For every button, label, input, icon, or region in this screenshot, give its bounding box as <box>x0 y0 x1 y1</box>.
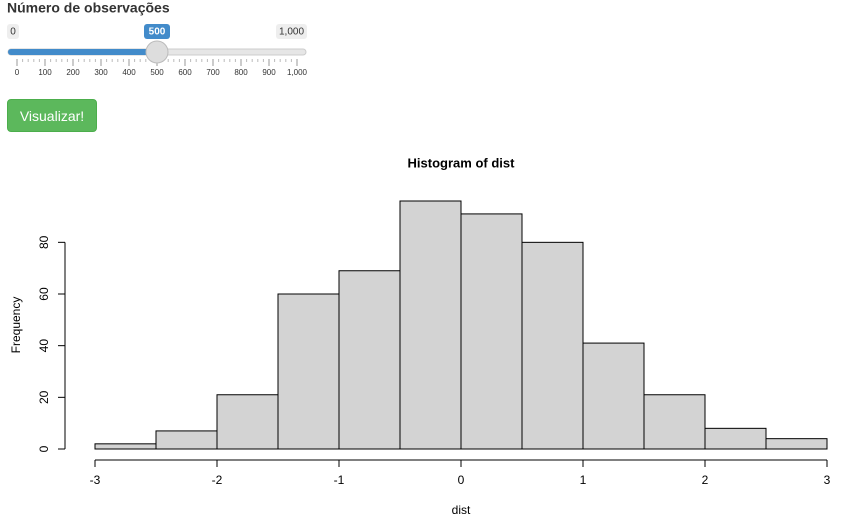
bar <box>704 427 767 450</box>
slider-tick-label: 400 <box>122 68 136 77</box>
x-tick-label: -2 <box>212 473 223 487</box>
slider-max-label: 1,000 <box>279 27 304 38</box>
slider-tick-label: 0 <box>15 68 20 77</box>
slider-fill <box>8 49 157 55</box>
slider-tick-label: 500 <box>150 68 164 77</box>
slider-tick-label: 800 <box>234 68 248 77</box>
slider-value-label: 500 <box>149 27 166 38</box>
bar <box>521 241 584 450</box>
bar <box>460 213 523 450</box>
bar <box>643 394 706 450</box>
x-axis-label: dist <box>452 503 471 517</box>
y-tick-label: 20 <box>37 390 51 404</box>
slider-tick-label: 900 <box>262 68 276 77</box>
slider-handle <box>145 40 169 64</box>
x-tick-label: -3 <box>90 473 101 487</box>
bar <box>94 443 157 450</box>
slider-max-box <box>276 24 307 39</box>
slider-value-box <box>144 24 170 39</box>
y-tick-label: 0 <box>37 445 51 452</box>
x-tick-label: -1 <box>334 473 345 487</box>
slider-min-label: 0 <box>10 27 16 38</box>
y-tick-label: 80 <box>37 235 51 249</box>
chart-title: Histogram of dist <box>408 155 516 170</box>
x-tick-label: 3 <box>824 473 831 487</box>
slider-tick-label: 100 <box>38 68 52 77</box>
slider-tick-label: 1,000 <box>287 68 308 77</box>
slider-tick-label: 600 <box>178 68 192 77</box>
y-axis-label: Frequency <box>9 297 23 354</box>
visualize-button[interactable]: Visualizar! <box>7 99 97 132</box>
y-tick-label: 40 <box>37 339 51 353</box>
x-tick-label: 0 <box>458 473 465 487</box>
bar <box>338 270 401 450</box>
slider-tick-label: 700 <box>206 68 220 77</box>
x-tick-label: 1 <box>580 473 587 487</box>
x-tick-label: 2 <box>702 473 709 487</box>
slider-min-box <box>7 24 19 39</box>
bar <box>399 200 462 450</box>
slider-label: Número de observações <box>7 0 170 16</box>
y-tick-label: 60 <box>37 287 51 301</box>
bar <box>765 438 828 450</box>
bar <box>155 430 218 450</box>
bar <box>216 394 279 450</box>
bar <box>582 342 645 450</box>
bar <box>277 293 340 450</box>
slider-tick-label: 300 <box>94 68 108 77</box>
slider-tick-label: 200 <box>66 68 80 77</box>
